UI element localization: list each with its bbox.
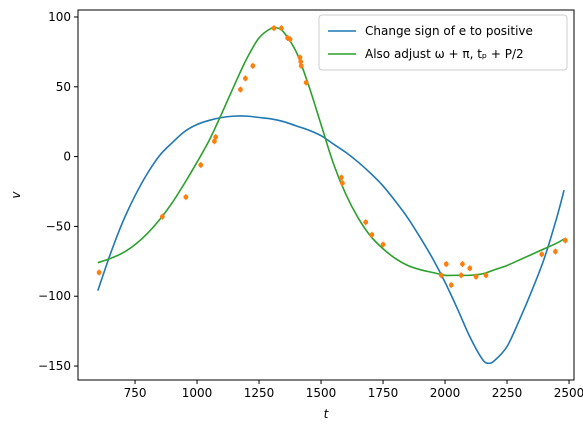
data-point — [473, 274, 479, 280]
data-point — [183, 194, 189, 200]
blue-curve — [97, 115, 565, 365]
x-tick-label: 2500 — [554, 386, 583, 400]
x-tick-label: 1750 — [368, 386, 399, 400]
plot-frame — [77, 9, 575, 381]
data-point — [298, 63, 304, 69]
x-tick-label: 2250 — [492, 386, 523, 400]
data-point — [443, 261, 449, 267]
data-point — [271, 25, 277, 31]
y-tick-label: 100 — [48, 10, 71, 24]
x-tick-label: 750 — [124, 386, 147, 400]
data-point — [278, 25, 284, 31]
y-tick-label: −100 — [38, 289, 71, 303]
y-tick-label: −150 — [38, 359, 71, 373]
x-tick-label: 1000 — [182, 386, 213, 400]
legend-box — [318, 14, 568, 71]
y-tick-label: −50 — [46, 219, 71, 233]
data-point — [460, 261, 465, 267]
y-tick-label: 0 — [63, 150, 71, 164]
data-point — [562, 237, 568, 243]
data-point — [448, 282, 454, 288]
data-point — [213, 134, 219, 140]
data-point — [483, 272, 489, 278]
data-point — [458, 272, 464, 278]
data-point — [553, 249, 558, 254]
data-point — [159, 214, 165, 220]
data-point — [297, 55, 303, 60]
data-point — [303, 80, 309, 86]
curves-layer — [97, 26, 565, 365]
data-point — [287, 36, 293, 42]
data-point — [250, 63, 256, 69]
data-point — [467, 265, 473, 271]
y-axis-label: v — [9, 191, 23, 199]
data-point — [363, 219, 369, 225]
x-tick-label: 1500 — [306, 386, 337, 400]
data-point — [539, 251, 545, 257]
legend-label-blue: Change sign of e to positive — [365, 24, 533, 38]
data-point — [339, 180, 345, 186]
green-curve — [97, 26, 565, 277]
data-point — [243, 76, 248, 81]
data-point — [96, 270, 102, 275]
x-axis-label: t — [324, 407, 330, 421]
y-axis: 100 50 0 −50 −100 −150 — [38, 10, 78, 373]
data-point — [238, 87, 243, 92]
x-axis: 750 1000 1250 1500 1750 2000 2250 2500 — [124, 380, 583, 400]
observations-layer — [96, 25, 568, 289]
x-tick-label: 2000 — [430, 386, 461, 400]
legend: Change sign of e to positive Also adjust… — [318, 14, 568, 71]
data-point — [369, 232, 375, 238]
data-point — [380, 242, 386, 247]
x-tick-label: 1250 — [244, 386, 275, 400]
y-tick-label: 50 — [56, 80, 71, 94]
data-point — [438, 272, 444, 278]
legend-label-green: Also adjust ω + π, tₚ + P/2 — [365, 47, 524, 61]
data-point — [338, 175, 344, 180]
data-point — [198, 162, 204, 168]
data-point — [298, 59, 304, 65]
